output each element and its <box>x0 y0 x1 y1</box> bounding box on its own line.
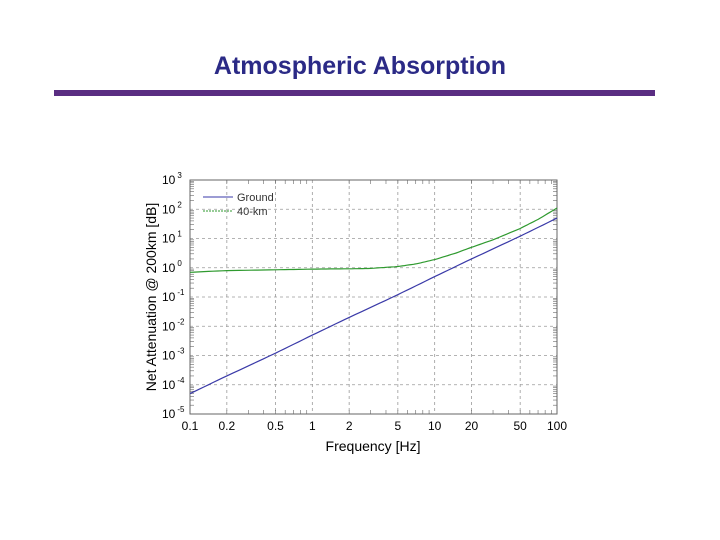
y-tick-label: 10 -4 <box>162 376 185 392</box>
plot-frame <box>189 179 558 415</box>
slide-title: Atmospheric Absorption <box>213 52 507 80</box>
y-axis-title: Net Attenuation @ 200km [dB] <box>143 203 159 392</box>
x-tick-label: 50 <box>513 419 527 433</box>
title-divider <box>54 90 655 96</box>
x-tick-label: 2 <box>346 419 353 433</box>
x-tick-label: 0.5 <box>267 419 284 433</box>
legend-label-40km: 40-km <box>237 206 268 218</box>
x-tick-label: 5 <box>394 419 401 433</box>
x-tick-label: 0.2 <box>218 419 235 433</box>
x-tick-label: 100 <box>547 419 567 433</box>
series-lines <box>189 207 558 395</box>
legend: Ground 40-km <box>203 192 274 218</box>
y-tick-label: 10 2 <box>162 200 182 216</box>
y-tick-label: 10 1 <box>162 230 182 246</box>
y-tick-label: 10 0 <box>162 259 182 275</box>
y-tick-label: 10 -2 <box>162 317 185 333</box>
x-axis-title: Frequency [Hz] <box>326 438 421 454</box>
series-line-40-km <box>189 207 558 273</box>
series-line-ground <box>189 217 558 395</box>
x-tick-label: 10 <box>428 419 442 433</box>
legend-label-ground: Ground <box>237 192 274 204</box>
x-tick-label: 20 <box>465 419 479 433</box>
y-tick-label: 10 -3 <box>162 347 185 363</box>
x-tick-label: 0.1 <box>182 419 199 433</box>
y-tick-label: 10 -1 <box>162 288 185 304</box>
y-tick-label: 10 3 <box>162 171 182 187</box>
x-tick-label: 1 <box>309 419 316 433</box>
